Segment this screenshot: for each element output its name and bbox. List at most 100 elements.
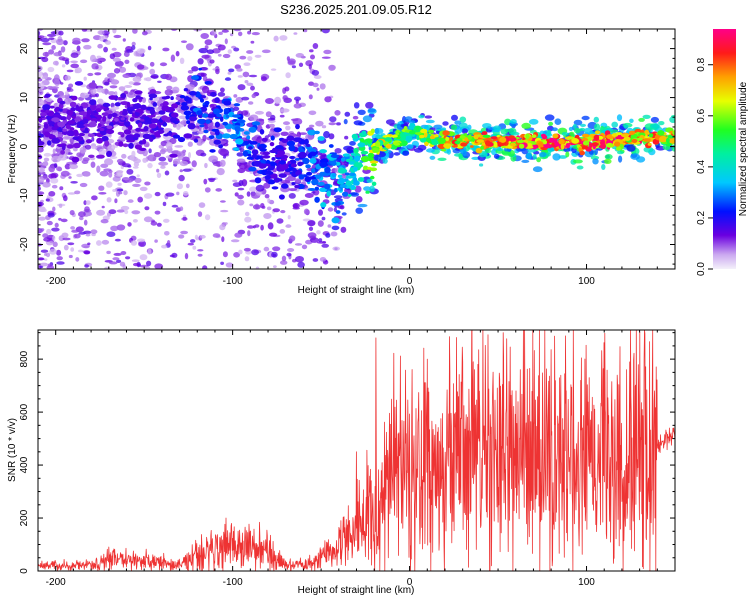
spectrogram-noise-cell	[243, 247, 251, 252]
spectrogram-cell	[350, 192, 360, 197]
spectrogram-ridge-cell	[90, 118, 98, 122]
spectrogram-ridge-cell	[183, 110, 192, 116]
spectrogram-ridge-cell	[647, 142, 652, 146]
spectrogram-cell	[122, 73, 131, 79]
spectrogram-ridge-cell	[367, 138, 372, 144]
spectrogram-cells	[38, 29, 675, 269]
spectrogram-noise-cell	[106, 197, 112, 203]
spectrogram-noise-cell	[64, 75, 71, 81]
spectrogram-ridge-cell	[593, 134, 600, 141]
spectrogram-ridge-cell	[142, 133, 151, 140]
spectrogram-cell	[96, 165, 101, 173]
spectrogram-noise-cell	[68, 176, 72, 179]
spectrogram-cell	[209, 59, 215, 64]
snr-panel: -200 -100 0 100 0 200 400 600 800 Height of stra…	[7, 329, 676, 596]
spectrogram-noise-cell	[252, 204, 261, 210]
spectrogram-noise-cell	[73, 233, 81, 239]
spectrogram-cell	[303, 208, 310, 215]
spectrogram-ridge-cell	[437, 137, 446, 144]
spectrogram-noise-cell	[157, 80, 162, 84]
spectrogram-cell	[331, 225, 340, 231]
spectrogram-noise-cell	[264, 194, 270, 199]
spectrogram-cell	[552, 153, 561, 161]
spectrogram-ridge-cell	[431, 139, 439, 146]
spectrogram-cell	[255, 110, 264, 115]
spectrogram-noise-cell	[42, 233, 49, 238]
spectrogram-ridge-cell	[188, 91, 197, 96]
spectrogram-noise-cell	[276, 218, 284, 224]
spectrogram-cell	[385, 119, 395, 125]
spectrogram-cell	[208, 155, 219, 163]
spectrogram-ridge-cell	[336, 187, 341, 191]
spectrogram-noise-cell	[106, 250, 111, 255]
spectrogram-cell	[279, 108, 290, 113]
spectrogram-noise-cell	[139, 186, 148, 192]
spectrogram-noise-cell	[38, 186, 41, 191]
spectrogram-ridge-cell	[427, 129, 435, 134]
spectrogram-noise-cell	[230, 239, 240, 243]
spectrogram-cell	[626, 144, 636, 152]
spectrogram-noise-cell	[63, 244, 69, 251]
spectrogram-ridge-cell	[58, 103, 64, 109]
spectrogram-ridge-cell	[59, 107, 63, 112]
spectrogram-noise-cell	[238, 249, 243, 255]
spectrogram-cell	[260, 203, 265, 209]
spectrogram-ridge-cell	[40, 112, 47, 117]
spectrogram-noise-cell	[156, 168, 160, 173]
spectrogram-cell	[201, 54, 210, 59]
spectrogram-ridge-cell	[205, 119, 211, 124]
spectrogram-ridge-cell	[597, 135, 604, 140]
spectrogram-cell	[58, 95, 67, 99]
spectrogram-noise-cell	[124, 209, 129, 215]
spectrogram-cell	[76, 152, 82, 157]
spectrogram-ridge-cell	[104, 140, 110, 147]
spectrogram-noise-cell	[60, 218, 68, 223]
spectrogram-noise-cell	[43, 152, 52, 157]
spectrogram-ridge-cell	[644, 129, 649, 135]
spectrogram-cell	[236, 152, 244, 157]
spectrogram-cell	[216, 168, 225, 176]
spectrogram-noise-cell	[187, 141, 193, 147]
spectrogram-ridge-cell	[43, 123, 49, 129]
spectrogram-noise-cell	[81, 38, 90, 43]
spectrogram-noise-cell	[80, 59, 88, 64]
y-tick-label: -10	[19, 188, 30, 203]
spectrogram-noise-cell	[188, 152, 191, 159]
spectrogram-ridge-cell	[73, 129, 79, 136]
spectrogram-ridge-cell	[305, 164, 311, 169]
spectrogram-ridge-cell	[88, 154, 95, 158]
spectrogram-ridge-cell	[102, 102, 111, 108]
spectrogram-ridge-cell	[369, 167, 378, 172]
y-tick-label: 10	[19, 92, 30, 104]
spectrogram-noise-cell	[143, 193, 153, 199]
spectrogram-cell	[126, 91, 136, 98]
spectrogram-ridge-cell	[480, 145, 484, 150]
spectrogram-noise-cell	[246, 191, 251, 197]
spectrogram-ridge-cell	[385, 143, 392, 149]
spectrogram-cell	[353, 102, 360, 109]
spectrogram-ridge-cell	[233, 103, 241, 107]
spectrogram-cell	[299, 199, 309, 206]
spectrogram-ridge-cell	[298, 151, 307, 159]
spectrogram-ridge-cell	[214, 97, 220, 104]
spectrogram-noise-cell	[273, 265, 277, 268]
spectrogram-cell	[643, 146, 654, 153]
spectrogram-ridge-cell	[481, 131, 488, 136]
spectrogram-cell	[325, 233, 331, 238]
spectrogram-cell	[344, 135, 349, 140]
spectrogram-noise-cell	[50, 172, 59, 178]
spectrogram-cell	[196, 138, 202, 144]
spectrogram-noise-cell	[132, 166, 139, 169]
spectrogram-noise-cell	[112, 176, 121, 182]
spectrogram-cell	[200, 67, 208, 71]
spectrogram-noise-cell	[131, 259, 140, 263]
spectrogram-cell	[357, 203, 368, 208]
spectrogram-ridge-cell	[149, 89, 157, 95]
spectrogram-cell	[532, 153, 537, 160]
spectrogram-noise-cell	[132, 29, 138, 34]
x-tick-label: 0	[407, 276, 413, 287]
spectrogram-noise-cell	[104, 81, 110, 86]
spectrogram-cell	[219, 159, 226, 167]
spectrogram-noise-cell	[237, 75, 243, 78]
spectrogram-ridge-cell	[69, 101, 77, 108]
